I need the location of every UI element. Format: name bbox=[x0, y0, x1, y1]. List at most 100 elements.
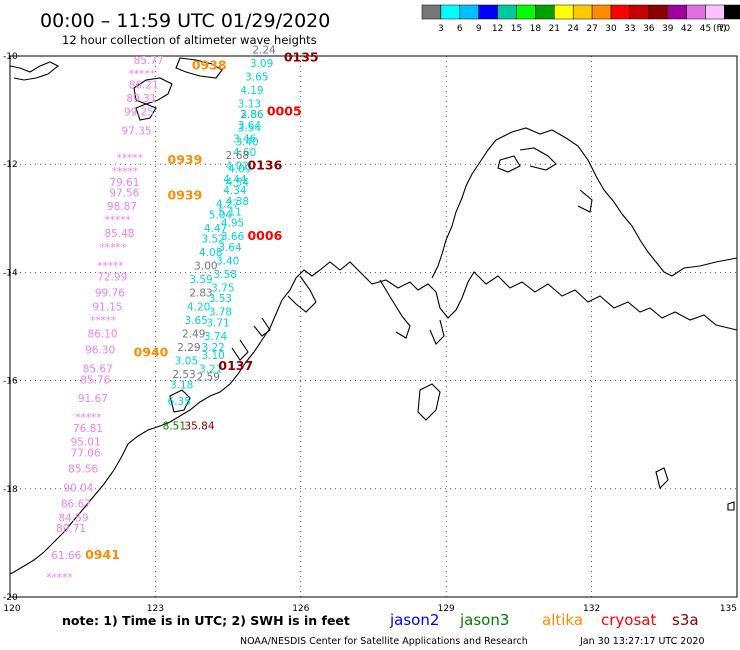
legend-tick-label: 39 bbox=[662, 24, 674, 34]
wave-height-label: ***** bbox=[105, 215, 131, 227]
wave-height-label: 90.04 bbox=[63, 483, 93, 495]
legend-swatch bbox=[724, 4, 740, 20]
wave-height-label: ***** bbox=[46, 572, 72, 584]
lat-label: -14 bbox=[3, 268, 18, 278]
wave-height-label: 61.66 bbox=[51, 550, 81, 562]
coastline-segment bbox=[9, 261, 738, 575]
wave-height-label: ***** bbox=[129, 69, 155, 81]
map-title: 00:00 – 11:59 UTC 01/29/2020 bbox=[40, 10, 330, 32]
satellite-legend: jason2 jason3 altika cryosat s3a bbox=[389, 611, 699, 629]
wave-height-label: 2.59 bbox=[197, 372, 220, 384]
note-text: note: 1) Time is in UTC; 2) SWH is in fe… bbox=[62, 613, 350, 628]
coastline bbox=[9, 57, 738, 575]
lat-label: -12 bbox=[3, 160, 18, 170]
wave-height-label: 8.51 bbox=[163, 420, 186, 432]
legend-tick-label: 30 bbox=[605, 24, 617, 34]
coastline-segment bbox=[429, 319, 445, 345]
legend-tick-label: 24 bbox=[567, 24, 579, 34]
wave-height-label: 2.49 bbox=[182, 328, 205, 340]
coastline-segment bbox=[727, 501, 735, 511]
legend-swatch bbox=[648, 4, 668, 20]
coastline-segment bbox=[431, 139, 497, 279]
wave-height-label: 2.29 bbox=[177, 342, 200, 354]
wave-height-label: 3.09 bbox=[250, 58, 273, 70]
wave-height-label: 5.11 bbox=[218, 207, 241, 219]
legend-swatch bbox=[610, 4, 631, 20]
legend-tick-label: 45 bbox=[700, 24, 711, 34]
wave-height-label: 3.40 bbox=[216, 255, 239, 267]
lat-label: -18 bbox=[3, 485, 18, 495]
lon-label: 120 bbox=[3, 604, 20, 614]
wave-height-label: 3.54 bbox=[238, 123, 262, 135]
wave-height-label: 3.74 bbox=[204, 331, 228, 343]
wave-height-label: 3.21 bbox=[199, 363, 222, 375]
pass-time-label: 0006 bbox=[247, 228, 282, 243]
satellite-name: cryosat bbox=[601, 611, 656, 629]
wave-height-label: 3.18 bbox=[170, 380, 193, 392]
wave-height-label: 2.53 bbox=[172, 369, 195, 381]
lat-lon-grid bbox=[10, 56, 737, 597]
wave-height-label: 3.64 bbox=[218, 242, 242, 254]
coastline-segment bbox=[497, 155, 521, 173]
legend-swatch bbox=[421, 4, 442, 20]
wave-height-label: 3.66 bbox=[221, 231, 245, 243]
wave-height-label: 76.81 bbox=[73, 423, 103, 435]
legend-swatch bbox=[686, 4, 706, 20]
wave-height-label: 4.27 bbox=[216, 198, 239, 210]
wave-height-label: 91.67 bbox=[78, 393, 108, 405]
wave-height-label: 86.21 bbox=[129, 79, 159, 91]
pass-time-label: 0136 bbox=[247, 158, 282, 173]
wave-height-label: 84.59 bbox=[58, 512, 88, 524]
wave-height-label: 99.76 bbox=[95, 288, 125, 300]
coastline-segment bbox=[231, 339, 249, 361]
wave-height-label: 99.25 bbox=[124, 107, 154, 119]
wave-height-label: 4.47 bbox=[204, 223, 227, 235]
wave-height-label: 35.84 bbox=[184, 420, 214, 432]
satellite-name: jason2 bbox=[389, 611, 439, 629]
legend-swatch bbox=[497, 4, 517, 20]
wave-height-label: 6.35 bbox=[168, 396, 191, 408]
wave-height-label: 89.71 bbox=[56, 523, 86, 535]
pass-time-label: 0005 bbox=[267, 104, 302, 119]
wave-height-label: 4.19 bbox=[240, 85, 263, 97]
wave-height-label: 85.76 bbox=[80, 374, 110, 386]
wave-height-values: 2.243.093.654.193.132.863.863.643.543.46… bbox=[46, 44, 276, 583]
legend-tick-label: 21 bbox=[549, 24, 560, 34]
map-subtitle: 12 hour collection of altimeter wave hei… bbox=[62, 33, 317, 47]
coastline-segment bbox=[417, 383, 441, 421]
wave-height-label: 72.99 bbox=[97, 272, 127, 284]
wave-height-label: 3.13 bbox=[238, 98, 261, 110]
wave-height-label: 97.35 bbox=[121, 125, 151, 137]
wave-height-label: 98.87 bbox=[107, 201, 137, 213]
legend-swatch bbox=[516, 4, 536, 20]
legend-tick-label: 9 bbox=[476, 24, 482, 34]
coastline-segment bbox=[9, 61, 60, 81]
pass-time-label: 0137 bbox=[218, 358, 253, 373]
wave-height-label: 79.61 bbox=[109, 177, 139, 189]
coastline-segment bbox=[175, 57, 223, 79]
color-legend: 3 6 9 12 15 18 21 24 27 30 33 36 39 42 45 70 bbox=[421, 4, 740, 34]
legend-swatch bbox=[478, 4, 498, 20]
wave-height-label: 2.86 bbox=[240, 109, 264, 121]
wave-height-label: 4.20 bbox=[187, 301, 210, 313]
coastline-segment bbox=[577, 189, 593, 213]
wave-height-label: 3.71 bbox=[206, 318, 229, 330]
wave-height-label: 3.65 bbox=[245, 71, 268, 83]
wave-height-label: 2.24 bbox=[252, 44, 276, 56]
pass-time-label: 0938 bbox=[192, 58, 227, 73]
coastline-segment bbox=[655, 467, 669, 490]
map-frame bbox=[9, 55, 738, 598]
pass-time-label: 0135 bbox=[284, 49, 319, 64]
wave-height-label: 4.02 bbox=[226, 161, 249, 173]
wave-height-label: ***** bbox=[97, 261, 123, 273]
legend-swatch bbox=[459, 4, 479, 20]
wave-height-label: 86.67 bbox=[61, 499, 91, 511]
wave-height-label: 3.53 bbox=[209, 293, 232, 305]
legend-tick-label: 33 bbox=[624, 24, 635, 34]
wave-height-label: 85.67 bbox=[83, 363, 113, 375]
wave-height-label: 3.05 bbox=[175, 355, 198, 367]
legend-swatch bbox=[629, 4, 650, 20]
lon-label: 135 bbox=[720, 604, 737, 614]
satellite-name: altika bbox=[542, 611, 583, 629]
